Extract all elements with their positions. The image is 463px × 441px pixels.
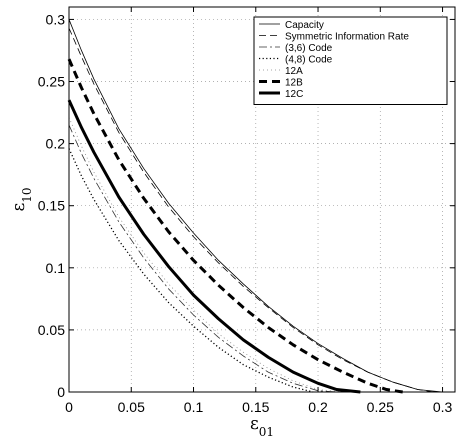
series-line-3-6-code <box>68 124 337 393</box>
legend-label: Symmetric Information Rate <box>285 32 409 43</box>
y-tick-label: 0.3 <box>46 11 66 27</box>
x-axis-label-main: ε <box>250 414 259 434</box>
x-tick-label: 0.2 <box>308 399 328 415</box>
plot-frame <box>68 6 456 393</box>
x-axis-label-sub: 01 <box>259 425 274 439</box>
legend-label: 12C <box>285 89 303 100</box>
y-tick-label: 0.2 <box>46 136 66 152</box>
legend-label: 12A <box>285 66 303 77</box>
x-tick-label: 0 <box>65 399 73 415</box>
y-tick-label: 0.05 <box>38 322 65 338</box>
legend-label: (3,6) Code <box>285 43 333 54</box>
x-tick-label: 0.15 <box>242 399 269 415</box>
y-tick-label: 0.25 <box>38 74 65 90</box>
x-tick-label: 0.05 <box>118 399 145 415</box>
legend-label: Capacity <box>285 20 324 31</box>
series-line-12a <box>68 117 343 393</box>
x-tick-label: 0.1 <box>184 399 204 415</box>
series-line-symmetric-information-rate <box>68 27 434 393</box>
x-tick-label: 0.25 <box>367 399 394 415</box>
legend-box <box>253 16 448 105</box>
x-tick-label: 0.3 <box>433 399 453 415</box>
y-tick-label: 0.1 <box>46 260 66 276</box>
series-line-12c <box>67 99 361 394</box>
series-line-12b <box>67 58 403 394</box>
series-line-4-8-code <box>68 148 314 393</box>
y-axis-label-sub: 10 <box>20 187 34 202</box>
y-axis-label: ε10 <box>9 187 34 211</box>
legend-label: (4,8) Code <box>285 55 333 66</box>
y-axis-label-main: ε <box>9 203 29 212</box>
legend-label: 12B <box>285 78 303 89</box>
ticks: 0 0.05 0.1 0.15 0.2 0.25 0.3 0 0.05 0.1 0.15 0.2 0.2… <box>38 7 455 415</box>
y-tick-label: 0 <box>57 384 65 400</box>
x-axis-label: ε01 <box>250 414 274 439</box>
y-tick-label: 0.15 <box>38 198 65 214</box>
series-layer <box>67 19 443 394</box>
